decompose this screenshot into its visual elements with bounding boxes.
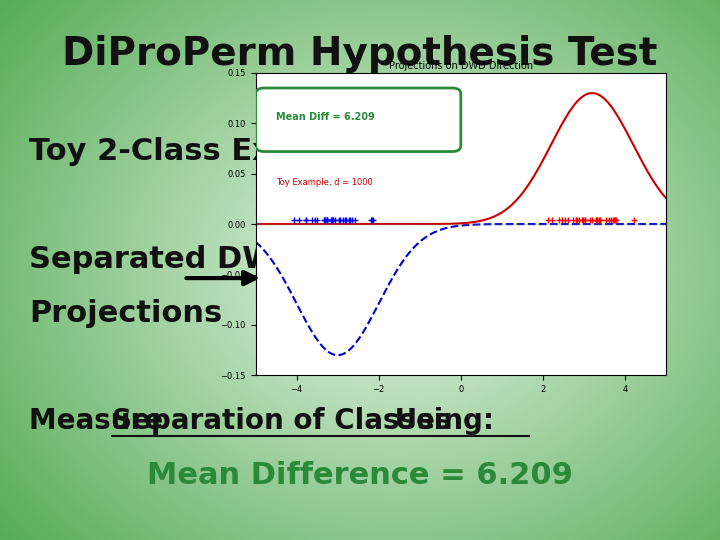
Point xyxy=(573,216,585,225)
Point xyxy=(584,216,595,225)
Point xyxy=(366,216,378,225)
Point xyxy=(344,216,356,225)
Point xyxy=(300,216,311,225)
Point xyxy=(349,216,361,225)
FancyBboxPatch shape xyxy=(256,88,461,152)
Point xyxy=(580,216,591,225)
Point xyxy=(576,216,588,225)
Point xyxy=(334,216,346,225)
Point xyxy=(546,216,558,225)
Point xyxy=(325,216,337,225)
Point xyxy=(608,216,620,225)
Point xyxy=(327,216,338,225)
Point xyxy=(293,216,305,225)
Point xyxy=(580,216,591,225)
Point xyxy=(318,216,330,225)
Point xyxy=(346,216,358,225)
Point xyxy=(559,216,570,225)
Point xyxy=(590,216,602,225)
Point xyxy=(594,216,606,225)
Text: Projections: Projections xyxy=(29,299,222,328)
Point xyxy=(557,216,568,225)
Point xyxy=(542,216,554,225)
Point xyxy=(341,216,352,225)
Point xyxy=(586,216,598,225)
Point xyxy=(333,216,345,225)
FancyArrowPatch shape xyxy=(186,272,256,284)
Point xyxy=(571,216,582,225)
Point xyxy=(553,216,564,225)
Text: Toy 2-Class Example: Toy 2-Class Example xyxy=(29,137,377,166)
Point xyxy=(600,216,612,225)
Point xyxy=(343,216,355,225)
Point xyxy=(306,216,318,225)
Point xyxy=(300,216,312,225)
Point xyxy=(338,216,349,225)
Point xyxy=(368,216,379,225)
Point xyxy=(567,216,579,225)
Point xyxy=(319,216,330,225)
Text: DiProPerm Hypothesis Test: DiProPerm Hypothesis Test xyxy=(63,35,657,73)
Title: Projections on DWD Direction: Projections on DWD Direction xyxy=(389,60,533,71)
Point xyxy=(605,216,616,225)
Point xyxy=(603,216,615,225)
Point xyxy=(570,216,582,225)
Point xyxy=(321,216,333,225)
Text: Measure: Measure xyxy=(29,407,173,435)
Point xyxy=(611,216,622,225)
Point xyxy=(309,216,320,225)
Point xyxy=(577,216,589,225)
Point xyxy=(594,216,606,225)
Point xyxy=(320,216,331,225)
Point xyxy=(591,216,603,225)
Point xyxy=(321,216,333,225)
Point xyxy=(628,216,639,225)
Point xyxy=(339,216,351,225)
Point xyxy=(594,216,606,225)
Point xyxy=(327,216,338,225)
Text: Separation of Classes: Separation of Classes xyxy=(112,407,451,435)
Point xyxy=(289,216,300,225)
Text: Mean Difference = 6.209: Mean Difference = 6.209 xyxy=(147,461,573,490)
Point xyxy=(562,216,574,225)
Point xyxy=(610,216,621,225)
Point xyxy=(327,216,338,225)
Point xyxy=(312,216,323,225)
Point xyxy=(365,216,377,225)
Text: Toy Example, d = 1000: Toy Example, d = 1000 xyxy=(276,178,373,187)
Point xyxy=(329,216,341,225)
Point xyxy=(591,216,603,225)
Text: Mean Diff = 6.209: Mean Diff = 6.209 xyxy=(276,112,375,122)
Point xyxy=(608,216,619,225)
Text: Separated DWD: Separated DWD xyxy=(29,245,301,274)
Point xyxy=(321,216,333,225)
Text: Using:: Using: xyxy=(385,407,494,435)
